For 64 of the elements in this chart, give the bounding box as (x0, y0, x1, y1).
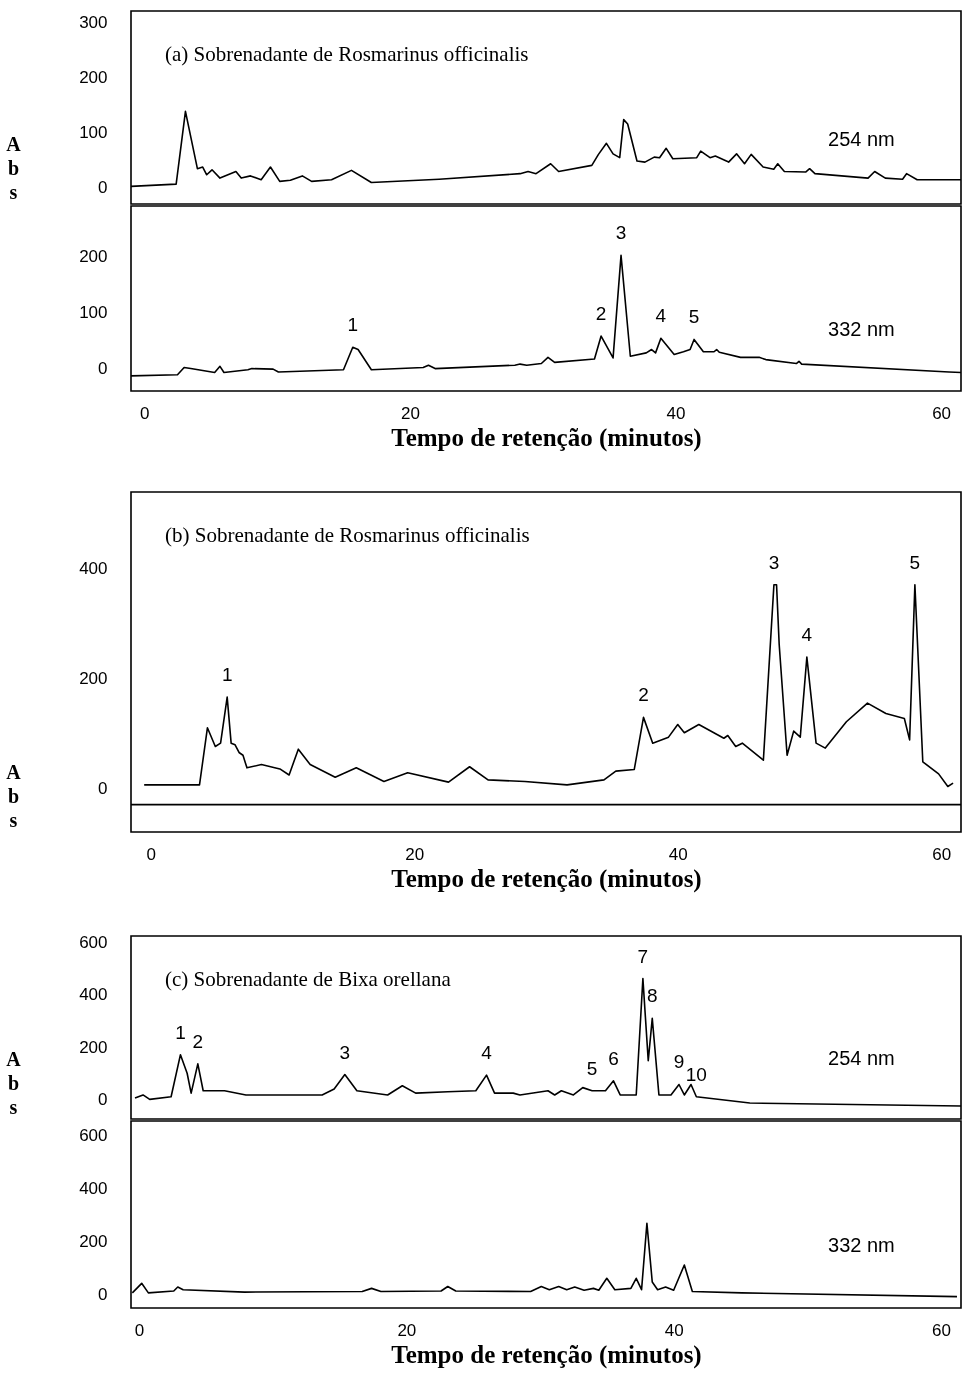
annotation: 2 (192, 1030, 204, 1052)
annotation: 7 (637, 945, 649, 967)
annotation: 4 (481, 1042, 493, 1064)
y-axis-title: Abs (6, 1047, 22, 1118)
y-tick-label: 0 (98, 778, 108, 798)
x-tick-label: 40 (666, 403, 686, 423)
y-tick-label: 0 (98, 177, 108, 197)
x-axis-title: Tempo de retenção (minutos) (391, 423, 702, 452)
annotation: 3 (339, 1041, 351, 1063)
x-axis-title: Tempo de retenção (minutos) (391, 1340, 702, 1369)
y-tick-label: 0 (98, 359, 108, 379)
y-tick-label: 200 (79, 668, 108, 688)
annotation: 1 (347, 314, 359, 336)
series-label: 254 nm (828, 128, 895, 151)
x-tick-label: 20 (397, 1320, 417, 1340)
y-axis-title: Abs (6, 760, 22, 831)
line-series (143, 583, 954, 788)
annotation: 5 (909, 551, 921, 573)
series-label: 332 nm (828, 317, 895, 340)
annotation: 3 (615, 222, 627, 244)
x-tick-label: 60 (931, 1320, 951, 1340)
text: (c) Sobrenadante de Bixa orellana (165, 967, 452, 991)
annotation: 5 (586, 1057, 598, 1079)
y-tick-label: 100 (79, 303, 108, 323)
x-axis-title: Tempo de retenção (minutos) (391, 864, 702, 893)
y-tick-label: 200 (79, 1232, 108, 1252)
y-tick-label: 200 (79, 246, 108, 266)
y-tick-label: 600 (79, 1126, 108, 1146)
annotation: 2 (638, 684, 649, 706)
y-tick-label: 600 (79, 933, 108, 953)
y-tick-label: 400 (79, 559, 108, 579)
annotation: 4 (801, 624, 813, 646)
x-tick-label: 0 (134, 1320, 145, 1340)
series-label: 254 nm (828, 1046, 895, 1069)
annotation: 5 (688, 306, 700, 328)
annotation: 4 (655, 305, 667, 327)
annotation: 8 (646, 985, 658, 1007)
annotation: 6 (608, 1047, 619, 1069)
y-axis-title: Abs (6, 132, 22, 203)
x-tick-label: 40 (668, 844, 688, 864)
x-tick-label: 20 (405, 844, 425, 864)
x-tick-label: 0 (146, 844, 156, 864)
annotation: 3 (768, 551, 780, 573)
y-tick-label: 300 (79, 12, 108, 32)
x-tick-label: 40 (664, 1320, 684, 1340)
x-tick-label: 60 (932, 844, 952, 864)
annotation: 10 (685, 1063, 707, 1085)
x-tick-label: 0 (140, 403, 150, 423)
annotation: 9 (673, 1051, 685, 1073)
text: (b) Sobrenadante de Rosmarinus officinalis (165, 523, 530, 547)
y-tick-label: 200 (79, 67, 108, 87)
text: (a) Sobrenadante de Rosmarinus officinalis (165, 42, 529, 66)
y-tick-label: 400 (79, 985, 108, 1005)
x-tick-label: 20 (400, 403, 420, 423)
y-tick-label: 100 (79, 122, 108, 142)
annotation: 2 (595, 303, 607, 325)
annotation: 1 (175, 1021, 186, 1043)
y-tick-label: 400 (79, 1179, 108, 1199)
series-label: 332 nm (828, 1234, 895, 1257)
y-tick-label: 200 (79, 1037, 108, 1057)
annotation: 1 (221, 664, 233, 686)
y-tick-label: 0 (98, 1089, 108, 1109)
y-tick-label: 0 (98, 1285, 108, 1305)
x-tick-label: 60 (932, 403, 952, 423)
